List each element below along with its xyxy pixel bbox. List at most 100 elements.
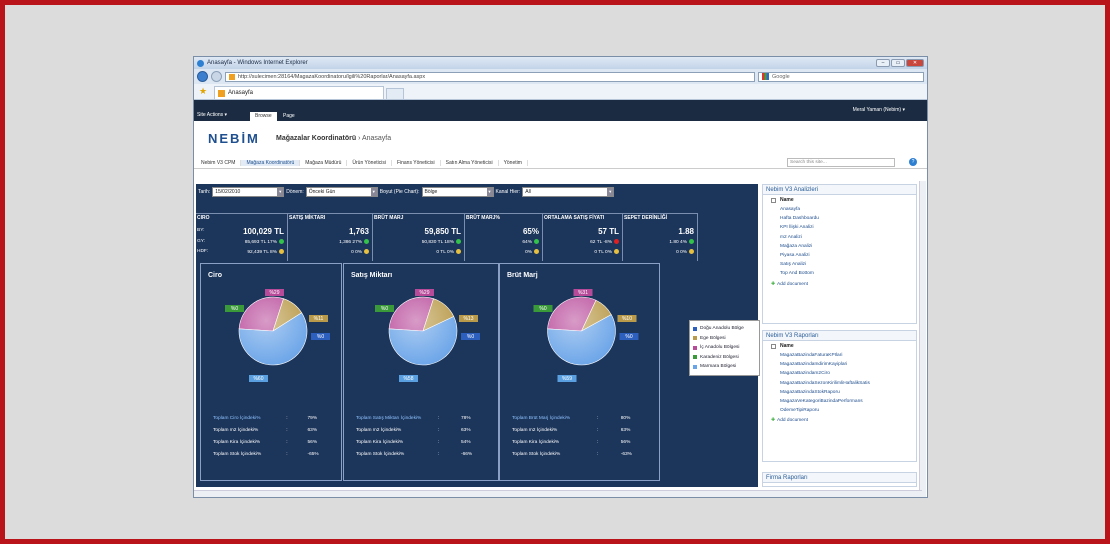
url-input[interactable]: http://sulecimen:28164/MagazaKoordinator…	[225, 71, 755, 82]
kpi-row: 0 TL 0%	[594, 249, 619, 255]
box-title: Firma Raporları	[763, 473, 916, 483]
document-link[interactable]: m2 Analizi	[780, 234, 802, 240]
data-label-bg	[249, 375, 268, 382]
document-link[interactable]: KPI İlişki Analizi	[780, 225, 814, 231]
data-label-bg	[225, 305, 244, 312]
legend-label: İç Anadolu Bölgesi	[700, 345, 740, 351]
document-link[interactable]: Top And Bottom	[780, 271, 814, 277]
favorites-star-icon[interactable]: ★	[199, 86, 208, 96]
box-nebim-analizleri: Nebim V3 Analizleri Name Anasayfa Hafta D…	[762, 184, 917, 324]
legend-entry: Marmara Bölgesi	[693, 362, 756, 372]
kpi-ciro: CIRO 100,029 TL BY: GY: HDF: 85,693 TL 17% 92,…	[196, 213, 288, 261]
date-picker[interactable]: 15/02/2010	[212, 187, 285, 197]
channel-select[interactable]: All	[522, 187, 615, 197]
kpi-row-value: 64%	[522, 239, 532, 245]
search-input[interactable]: Google	[758, 71, 924, 82]
name-column-header[interactable]: Name	[780, 343, 794, 349]
site-title[interactable]: Mağazalar Koordinatörü	[276, 135, 357, 142]
document-link[interactable]: Mağaza Analizi	[780, 243, 813, 249]
date-label: Tarih:	[198, 189, 211, 195]
dashboard: Tarih: 15/02/2010 Dönem: Önceki Gün Boyu…	[196, 184, 760, 487]
document-link[interactable]: Piyasa Analizi	[780, 253, 810, 259]
name-column-header[interactable]: Name	[780, 197, 794, 203]
kpi-brutpct: BRÜT MARJ% 65% 64% 0%	[465, 213, 543, 261]
ie-logo-icon	[197, 59, 204, 67]
metric-colon: :	[596, 440, 598, 445]
nav-item[interactable]: Yönetim	[499, 159, 528, 166]
metric-value: -63%	[620, 452, 632, 457]
nav-item[interactable]: Finans Yöneticisi	[392, 159, 441, 166]
nav-item[interactable]: Mağaza Müdürü	[300, 159, 348, 166]
document-link[interactable]: MagazaBazindaFaturaKPIlari	[780, 353, 843, 359]
kpi-value: 65%	[522, 227, 539, 236]
site-actions-menu[interactable]: Site Actions ▾	[197, 112, 228, 118]
back-button[interactable]	[197, 71, 208, 82]
document-link[interactable]: Hafta Dashboardu	[780, 216, 819, 222]
metric-value: 79%	[307, 416, 318, 421]
vertical-scrollbar[interactable]	[919, 181, 926, 497]
breadcrumb-page: › Anasayfa	[356, 135, 392, 142]
site-search-input[interactable]: Search this site...	[787, 158, 895, 167]
help-icon[interactable]: ?	[909, 158, 917, 166]
add-document-link[interactable]: Add document	[763, 279, 916, 290]
kpi-fiyat: ORTALAMA SATIŞ FİYATI 57 TL 62 TL -8% 0 TL …	[543, 213, 623, 261]
legend-label: Doğu Anadolu Bölge	[700, 326, 744, 332]
forward-button[interactable]	[211, 71, 222, 82]
document-link[interactable]: MagazaBazindaIndirimKayiplari	[780, 362, 848, 368]
box-firma-raporlari: Firma Raporları	[762, 472, 917, 487]
minimize-button[interactable]: –	[876, 59, 890, 67]
dimension-select[interactable]: Bölge	[421, 187, 494, 197]
tab-browse[interactable]: Browse	[250, 112, 277, 121]
top-navigation: Nebim V3 CPM Mağaza Koordinatörü Mağaza Mü…	[194, 157, 927, 169]
data-label: %0	[539, 306, 546, 312]
user-menu[interactable]: Meral Yaman (Nebim) ▾	[852, 107, 905, 113]
pie-chart: %29 %0 %11 %0 %60	[225, 289, 330, 382]
pie-gloss	[389, 297, 457, 365]
status-dot-icon	[614, 239, 619, 244]
kpi-row-value: 0 TL 0%	[594, 249, 612, 255]
metric-value: -65%	[307, 452, 319, 457]
new-tab-button[interactable]	[386, 88, 404, 99]
select-all-checkbox[interactable]	[771, 197, 776, 203]
period-select[interactable]: Önceki Gün	[305, 187, 378, 197]
kpi-row-value: 50,830 TL 18%	[421, 239, 454, 245]
close-button[interactable]: ✕	[906, 59, 924, 67]
document-link[interactable]: Satış Analizi	[780, 262, 807, 268]
document-link[interactable]: MagazaBazindaSezonKirilimliHaftalikSatis	[780, 380, 870, 386]
data-label-bg	[573, 289, 593, 296]
nav-item[interactable]: Satın Alma Yöneticisi	[441, 159, 499, 166]
box-title: Nebim V3 Analizleri	[763, 185, 916, 195]
nebim-logo: NEBİM	[208, 131, 260, 146]
document-link[interactable]: MagazaBazindam2Ciro	[780, 371, 830, 377]
pie-gloss	[239, 297, 307, 365]
metric-value: 63%	[307, 428, 318, 433]
metric-colon: :	[437, 428, 439, 433]
nav-item[interactable]: Nebim V3 CPM	[196, 159, 242, 166]
add-document-link[interactable]: Add document	[763, 415, 916, 426]
kpi-row: 92,439 TL 8%	[247, 249, 284, 255]
metric-label: Toplam Stok İçindeki%	[512, 452, 561, 457]
document-link[interactable]: Anasayfa	[780, 207, 801, 213]
document-link[interactable]: MagazaVeKategoriBazindaPerformans	[780, 399, 863, 405]
legend-label: Marmara Bölgesi	[700, 364, 737, 370]
select-all-checkbox[interactable]	[771, 343, 776, 349]
window-title: Anasayfa - Windows Internet Explorer	[207, 60, 308, 66]
metric-label: Toplam Stok İçindeki%	[356, 452, 405, 457]
maximize-button[interactable]: ▭	[891, 59, 905, 67]
status-dot-icon	[689, 249, 694, 254]
document-link[interactable]: OdemeTipiRaporu	[780, 408, 820, 414]
data-label-bg	[265, 289, 284, 296]
tab-page[interactable]: Page	[283, 113, 295, 119]
legend-entry: Karadeniz Bölgesi	[693, 353, 756, 363]
nav-item[interactable]: Mağaza Koordinatörü	[241, 159, 301, 166]
status-dot-icon	[456, 249, 461, 254]
horizontal-scrollbar[interactable]	[194, 490, 922, 497]
kpi-row: 1.80 4%	[669, 239, 694, 245]
kpi-value: 57 TL	[598, 227, 619, 236]
browser-tab[interactable]: Anasayfa	[214, 86, 384, 99]
data-label: %29	[419, 290, 429, 296]
nav-item[interactable]: Ürün Yöneticisi	[347, 159, 392, 166]
document-link[interactable]: MagazaBazindaStokRaporu	[780, 389, 840, 395]
metric-colon: :	[437, 452, 439, 457]
kpi-row-value: 0%	[525, 249, 532, 255]
